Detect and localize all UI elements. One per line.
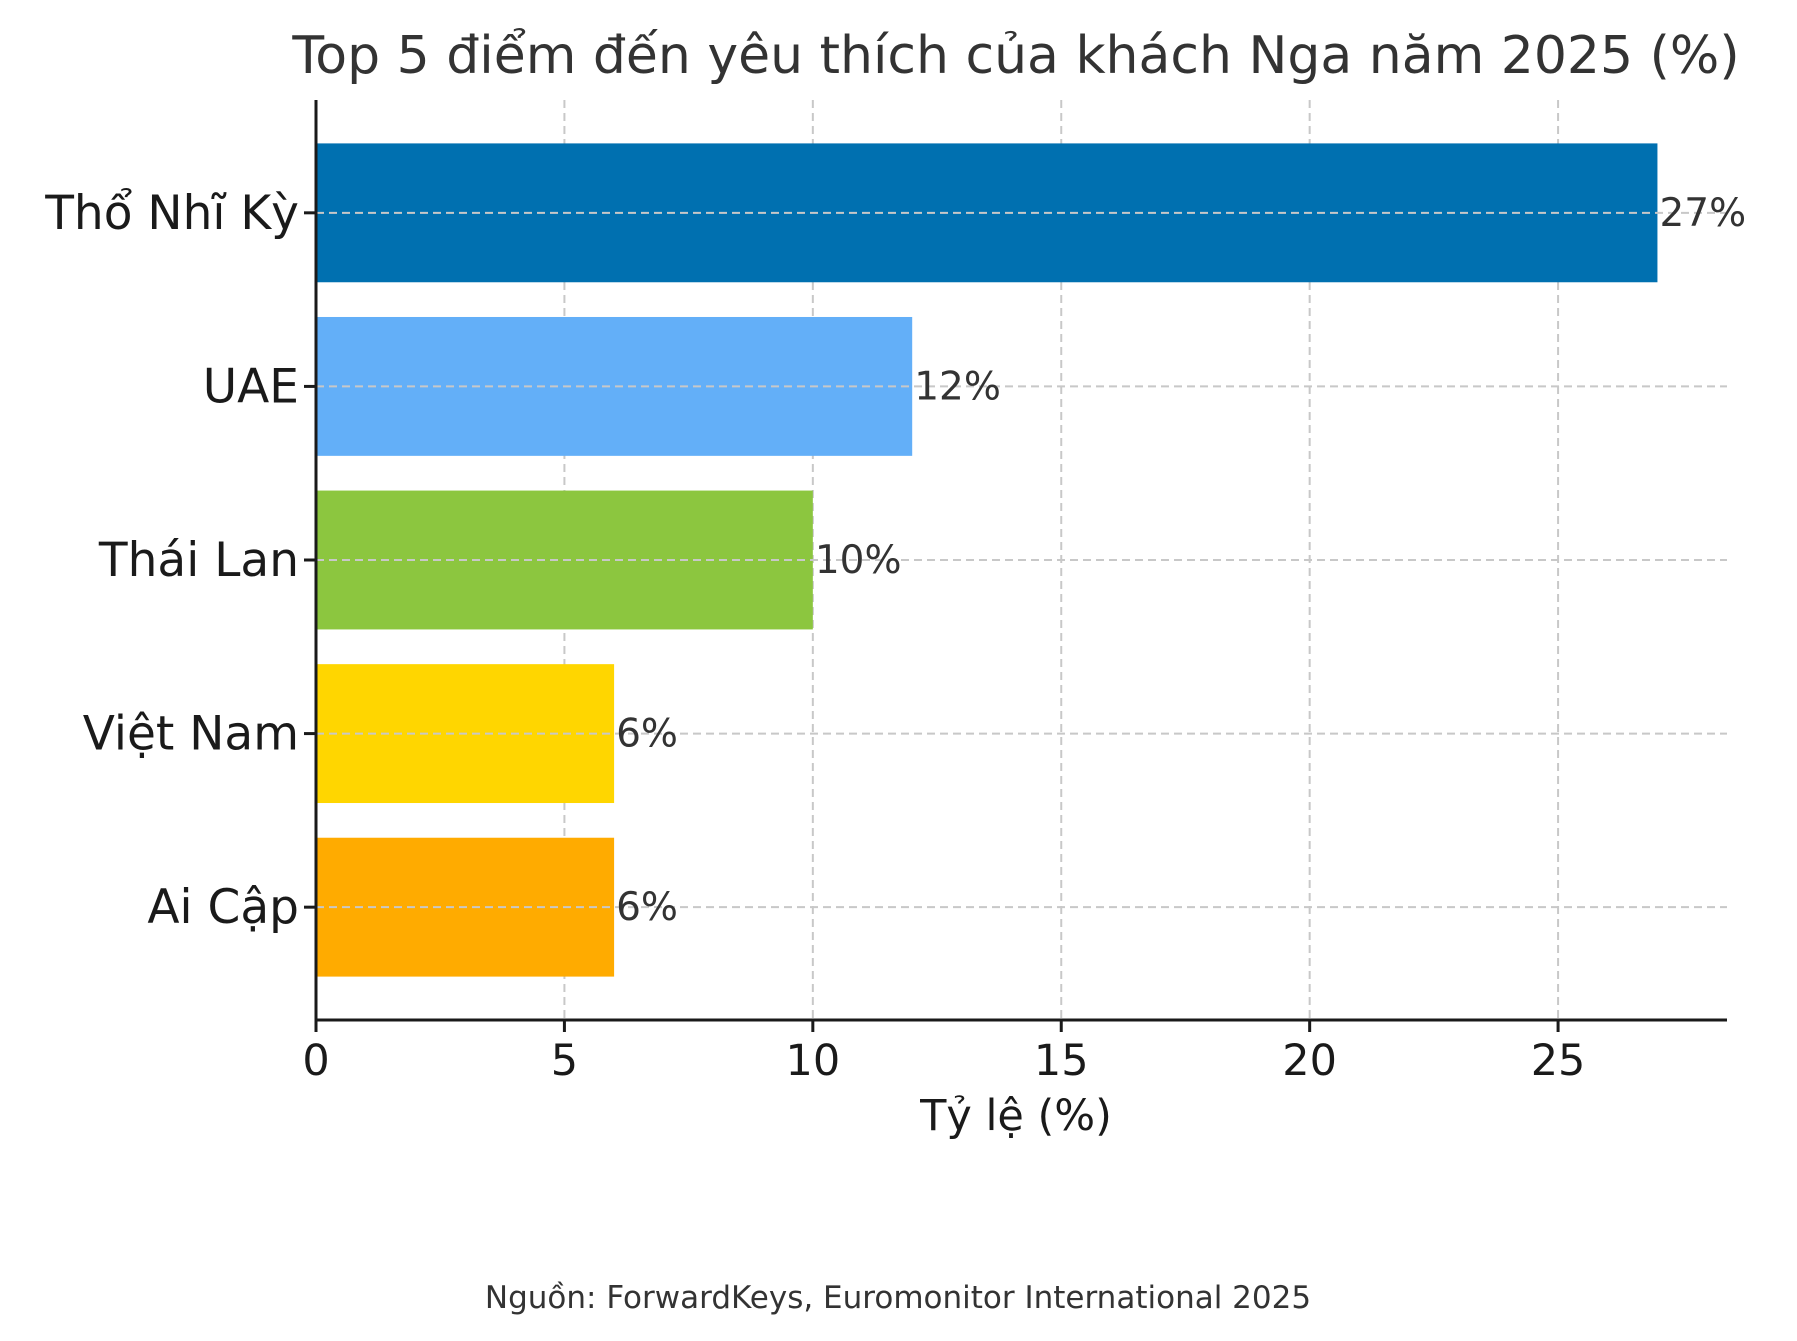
x-tick-label: 10 (785, 1036, 840, 1086)
category-label: Thái Lan (98, 533, 299, 588)
data-label: 12% (914, 364, 1001, 409)
labels: 0 5 10 15 20 25 Thổ Nhĩ Kỳ 27% UAE 12% Thái Lan 10%… (44, 186, 1746, 1086)
x-tick-label: 25 (1531, 1036, 1586, 1086)
data-label: 27% (1659, 191, 1746, 236)
category-label: Thổ Nhĩ Kỳ (44, 186, 299, 241)
x-axis-label: Tỷ lệ (%) (919, 1091, 1112, 1141)
axes (304, 100, 1727, 1032)
data-label: 6% (616, 712, 678, 757)
x-tick-label: 0 (302, 1036, 329, 1086)
data-label: 10% (815, 538, 902, 583)
bar (316, 316, 913, 456)
category-label: Ai Cập (147, 880, 299, 935)
category-label: Việt Nam (83, 707, 299, 762)
data-label: 6% (616, 885, 678, 930)
x-tick-label: 20 (1282, 1036, 1337, 1086)
chart-title: Top 5 điểm đến yêu thích của khách Nga n… (291, 26, 1739, 86)
x-tick-label: 15 (1034, 1036, 1089, 1086)
source-note: Nguồn: ForwardKeys, Euromonitor Internat… (485, 1280, 1311, 1316)
x-tick-label: 5 (551, 1036, 578, 1086)
category-label: UAE (203, 359, 299, 414)
